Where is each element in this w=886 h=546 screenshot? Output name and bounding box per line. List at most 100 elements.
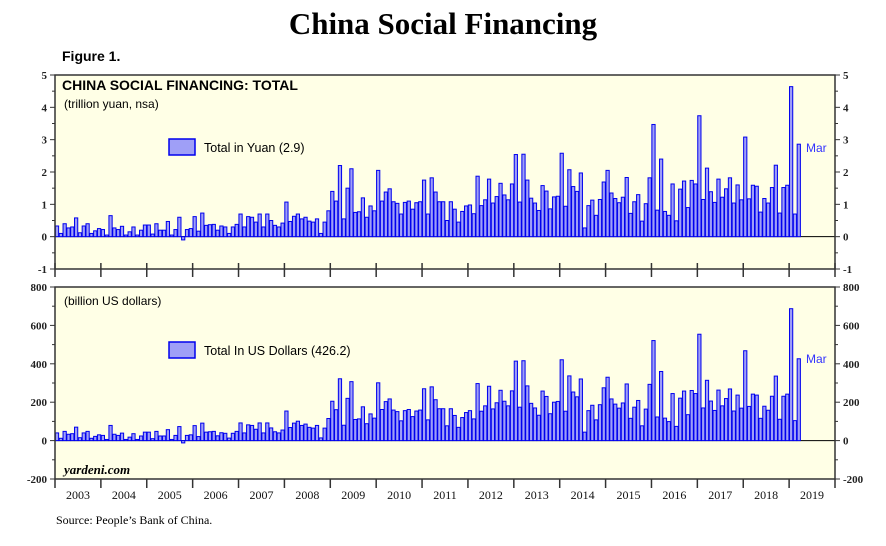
bar <box>796 358 801 442</box>
top-panel-subtitle: (trillion yuan, nsa) <box>64 97 159 111</box>
bar <box>792 213 798 238</box>
bar <box>131 226 136 238</box>
bar <box>781 395 786 442</box>
bar <box>448 408 453 442</box>
bar <box>272 224 278 238</box>
bar <box>739 199 744 238</box>
bar <box>414 410 419 442</box>
y-tick-label-left: 2 <box>42 167 48 179</box>
bar <box>762 198 767 238</box>
bar <box>521 153 526 238</box>
bar <box>494 196 499 238</box>
bar <box>536 414 541 442</box>
bar <box>391 409 396 442</box>
bar <box>616 202 622 238</box>
y-tick-label-left: -1 <box>38 264 47 276</box>
top-panel-title: CHINA SOCIAL FINANCING: TOTAL <box>62 77 298 93</box>
bar <box>609 398 614 442</box>
bar <box>127 231 132 238</box>
bar <box>123 438 128 442</box>
bar <box>150 438 155 442</box>
bar <box>341 424 346 442</box>
x-tick-label: 2014 <box>571 488 595 502</box>
bar <box>272 431 278 442</box>
bar <box>376 169 381 238</box>
bar <box>330 190 335 238</box>
bar <box>662 210 668 238</box>
bar <box>517 406 522 442</box>
bar <box>100 434 106 442</box>
bar <box>142 431 148 442</box>
bar <box>536 209 541 238</box>
bar <box>632 201 637 238</box>
bar <box>620 402 626 442</box>
bar <box>754 394 759 442</box>
bar <box>590 199 595 238</box>
bar <box>288 427 293 442</box>
bar <box>62 223 67 238</box>
bar <box>697 115 702 238</box>
bar <box>158 229 163 238</box>
bar <box>750 184 756 238</box>
bar <box>85 430 90 442</box>
bar <box>479 410 484 442</box>
bar <box>77 437 83 442</box>
bar <box>226 437 232 442</box>
bar <box>544 395 549 442</box>
bar <box>651 340 656 442</box>
bar <box>326 418 331 442</box>
bar <box>540 185 545 238</box>
bar <box>479 205 484 238</box>
bar <box>551 196 557 238</box>
main-title: China Social Financing <box>288 6 598 41</box>
bar <box>311 221 316 238</box>
bar <box>184 229 190 238</box>
bar <box>758 417 763 442</box>
y-tick-label-right: 1 <box>843 199 849 211</box>
bar <box>253 428 258 442</box>
bar <box>311 427 316 442</box>
bar <box>349 168 354 238</box>
bar <box>196 436 201 442</box>
bar <box>280 222 285 238</box>
y-tick-label-left: 400 <box>31 359 48 371</box>
bar <box>571 391 576 442</box>
bar <box>441 408 446 442</box>
bar <box>161 229 167 238</box>
x-tick-label: 2013 <box>525 488 549 502</box>
bar <box>529 402 534 442</box>
bar <box>486 385 492 442</box>
bar <box>116 434 121 442</box>
bar <box>471 418 476 442</box>
bar <box>119 432 125 442</box>
bar <box>165 429 171 442</box>
legend-swatch-usd <box>168 341 196 359</box>
bar <box>399 213 404 238</box>
bar <box>555 195 561 238</box>
bar <box>303 216 308 238</box>
bar <box>754 185 759 238</box>
bar <box>578 378 583 442</box>
bar <box>360 406 366 442</box>
bar <box>483 405 488 442</box>
bar <box>513 154 518 238</box>
bar <box>739 407 744 442</box>
x-tick-label: 2005 <box>158 488 182 502</box>
bar <box>188 228 193 238</box>
bar <box>276 432 281 442</box>
y-tick-label-left: 0 <box>42 436 48 448</box>
bar <box>364 216 369 238</box>
bar <box>735 184 740 238</box>
bar <box>158 435 163 442</box>
bar <box>257 213 262 238</box>
bar <box>727 388 733 442</box>
bar <box>353 211 358 238</box>
bar <box>647 177 652 238</box>
bar <box>708 400 713 442</box>
bar <box>196 230 201 238</box>
bar <box>169 234 174 238</box>
x-tick-label: 2011 <box>433 488 457 502</box>
bar <box>574 190 580 238</box>
bar <box>444 425 450 442</box>
bar <box>639 425 645 442</box>
